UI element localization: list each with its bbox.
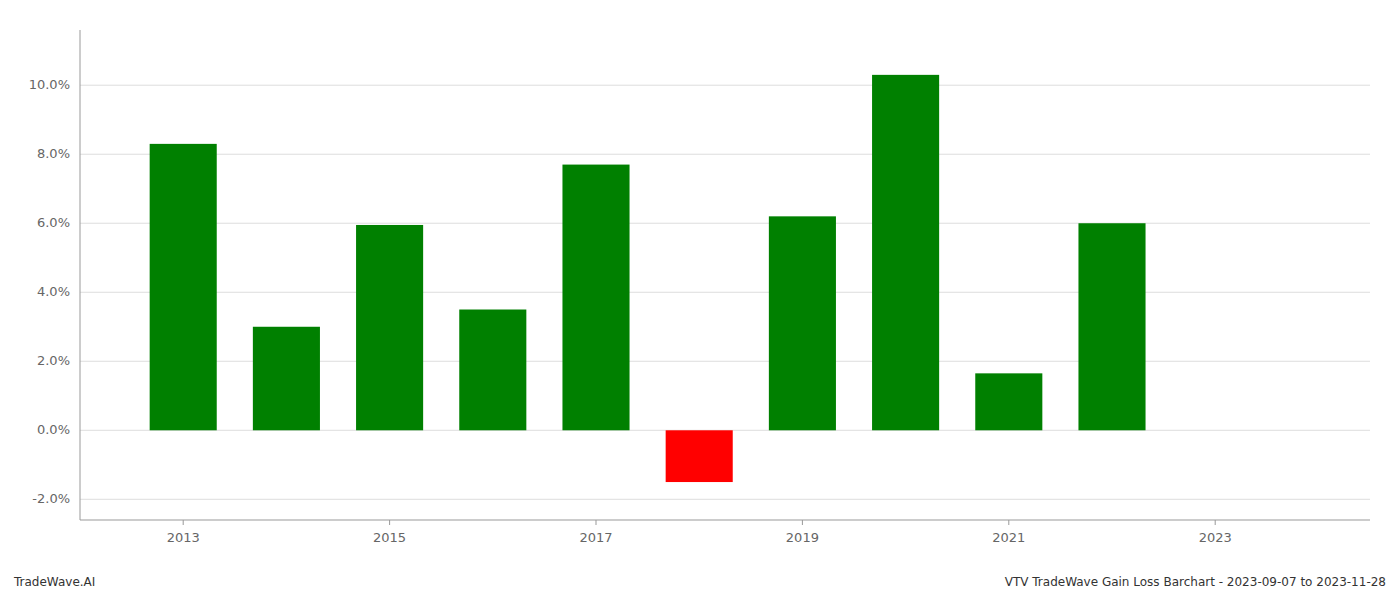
y-axis-line [80,30,81,520]
y-tick-label: 8.0% [37,146,70,161]
bar [562,165,629,431]
x-tick-label: 2015 [373,530,406,545]
x-tick [596,520,597,525]
bar [356,225,423,430]
x-tick-label: 2021 [992,530,1025,545]
y-grid [80,85,1370,499]
x-tick-label: 2013 [167,530,200,545]
y-tick-label: -2.0% [32,491,70,506]
bar [666,430,733,482]
x-tick-label: 2017 [579,530,612,545]
x-tick [183,520,184,525]
grid-line [80,223,1370,224]
bar [253,327,320,431]
x-tick-labels: 2013 2015 2017 2019 2021 2023 [167,520,1232,545]
x-tick [389,520,390,525]
x-axis-line [80,520,1370,521]
bar [975,373,1042,430]
x-tick [1215,520,1216,525]
grid-line [80,499,1370,500]
x-tick-label: 2023 [1199,530,1232,545]
bar [872,75,939,430]
grid-line [80,154,1370,155]
bars [150,75,1146,482]
bar [769,216,836,430]
x-tick [1008,520,1009,525]
y-tick-label: 6.0% [37,215,70,230]
bar [1078,223,1145,430]
y-tick-labels: -2.0% 0.0% 2.0% 4.0% 6.0% 8.0% 10.0% [29,77,70,506]
x-tick [802,520,803,525]
grid-line [80,85,1370,86]
y-tick-label: 2.0% [37,353,70,368]
y-tick-label: 0.0% [37,422,70,437]
y-tick-label: 10.0% [29,77,70,92]
x-tick-label: 2019 [786,530,819,545]
bar [459,310,526,431]
y-tick-label: 4.0% [37,284,70,299]
footer-text: VTV TradeWave Gain Loss Barchart - 2023-… [1005,575,1386,589]
bar [150,144,217,430]
footer-text: TradeWave.AI [13,575,95,589]
chart: -2.0%0.0%2.0%4.0%6.0%8.0%10.0%2013201520… [0,0,1400,600]
grid-line [80,292,1370,293]
